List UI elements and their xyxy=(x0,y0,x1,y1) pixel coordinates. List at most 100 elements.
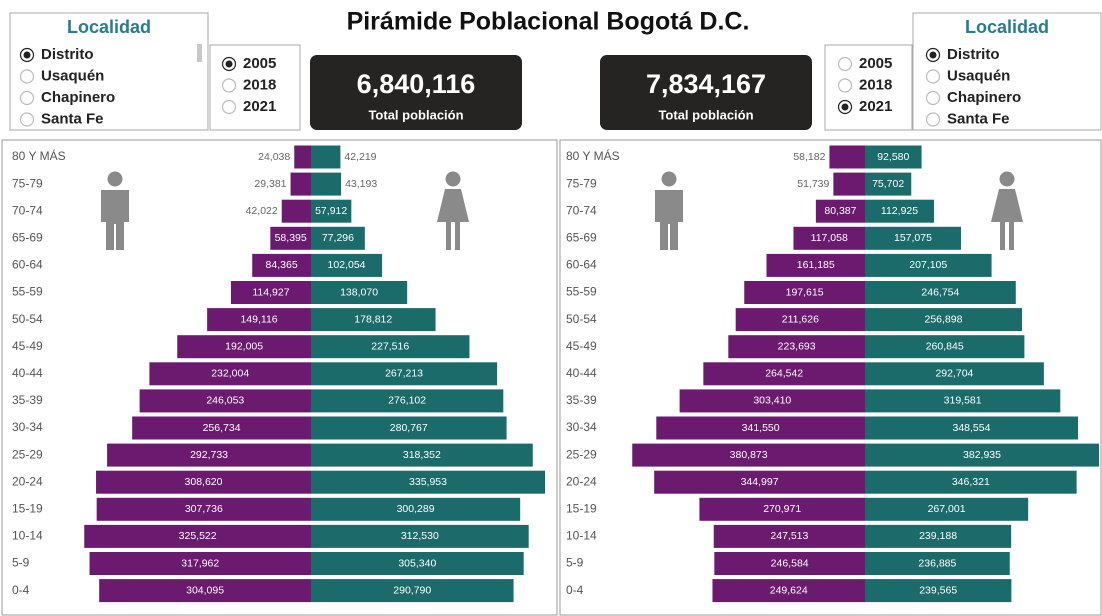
value-label: 24,038 xyxy=(258,151,290,163)
person-icon-head xyxy=(445,171,461,187)
person-icon-head xyxy=(107,171,123,187)
bar xyxy=(311,579,514,603)
kpi-card xyxy=(600,55,812,130)
filter-option[interactable]: Distrito xyxy=(947,46,1000,63)
bar xyxy=(865,552,1010,575)
value-label: 325,522 xyxy=(179,530,217,542)
value-label: 51,739 xyxy=(797,178,829,190)
bar xyxy=(703,362,865,386)
value-label: 114,927 xyxy=(252,286,289,298)
bar xyxy=(294,145,311,169)
radio-button[interactable] xyxy=(19,112,35,127)
value-label: 236,885 xyxy=(918,557,956,569)
year-option[interactable]: 2005 xyxy=(243,55,276,72)
bar xyxy=(311,335,470,359)
bar xyxy=(311,226,365,250)
filter-option[interactable]: Chapinero xyxy=(41,89,115,106)
category-label: 70-74 xyxy=(566,203,597,217)
value-label: 178,812 xyxy=(354,313,392,325)
category-label: 10-14 xyxy=(12,529,43,543)
bar xyxy=(865,253,992,277)
kpi-value: 7,834,167 xyxy=(646,69,766,99)
value-label: 267,001 xyxy=(928,503,966,515)
value-label: 335,953 xyxy=(409,476,447,488)
radio-button[interactable] xyxy=(19,90,35,106)
bar xyxy=(744,281,865,304)
radio-button[interactable] xyxy=(925,69,941,84)
bar xyxy=(865,579,1012,603)
value-label: 58,182 xyxy=(793,151,825,163)
category-label: 65-69 xyxy=(566,230,597,244)
value-label: 117,058 xyxy=(811,232,848,244)
radio-button[interactable] xyxy=(837,78,853,93)
bar xyxy=(865,199,935,223)
year-option[interactable]: 2018 xyxy=(243,76,276,93)
filter-option[interactable]: Distrito xyxy=(41,46,94,63)
bar xyxy=(728,335,865,359)
value-label: 42,022 xyxy=(246,205,278,217)
radio-button[interactable] xyxy=(837,56,853,72)
value-label: 92,580 xyxy=(877,151,909,163)
person-icon-head xyxy=(661,171,677,187)
radio-button[interactable] xyxy=(19,69,35,84)
value-label: 312,530 xyxy=(401,530,439,542)
radio-button[interactable] xyxy=(925,112,941,127)
value-label: 102,054 xyxy=(328,259,366,271)
value-label: 300,289 xyxy=(397,503,435,515)
localidad-filter xyxy=(9,12,209,131)
filter-option[interactable]: Santa Fe xyxy=(41,110,104,127)
panel-right xyxy=(559,139,1102,616)
category-label: 55-59 xyxy=(566,285,597,299)
bar xyxy=(865,470,1077,494)
value-label: 267,213 xyxy=(385,368,423,380)
bar xyxy=(281,199,311,223)
value-label: 232,004 xyxy=(211,368,249,380)
value-label: 192,005 xyxy=(225,340,263,352)
radio-button[interactable] xyxy=(221,99,237,115)
radio-button[interactable] xyxy=(925,90,941,106)
bar xyxy=(311,199,352,223)
value-label: 318,352 xyxy=(403,449,441,461)
filter-option[interactable]: Usaquén xyxy=(947,67,1010,84)
value-label: 29,381 xyxy=(254,178,286,190)
bar xyxy=(270,226,311,250)
value-label: 161,185 xyxy=(797,259,835,271)
bar xyxy=(311,552,524,575)
bar xyxy=(311,253,383,277)
category-label: 40-44 xyxy=(566,366,597,380)
filter-option[interactable]: Chapinero xyxy=(947,89,1021,106)
bar xyxy=(89,552,312,575)
category-label: 15-19 xyxy=(12,501,43,515)
value-label: 43,193 xyxy=(345,178,377,190)
value-label: 280,767 xyxy=(390,422,428,434)
category-label: 20-24 xyxy=(566,474,597,488)
value-label: 290,790 xyxy=(393,584,431,596)
bar xyxy=(311,524,529,548)
category-label: 80 Y MÁS xyxy=(566,148,620,163)
bar xyxy=(865,308,1022,332)
radio-dot xyxy=(929,51,937,59)
category-label: 5-9 xyxy=(566,556,584,570)
filter-option[interactable]: Santa Fe xyxy=(947,110,1010,127)
category-label: 45-49 xyxy=(12,339,43,353)
category-label: 75-79 xyxy=(12,176,43,190)
bar xyxy=(865,281,1016,304)
bar xyxy=(793,226,865,250)
year-option[interactable]: 2021 xyxy=(243,98,276,115)
page-title: Pirámide Poblacional Bogotá D.C. xyxy=(347,8,750,36)
bar xyxy=(311,443,533,467)
value-label: 227,516 xyxy=(371,340,409,352)
year-option[interactable]: 2018 xyxy=(859,76,892,93)
filter-option[interactable]: Usaquén xyxy=(41,67,104,84)
bar xyxy=(865,226,961,250)
radio-button[interactable] xyxy=(221,78,237,93)
year-option[interactable]: 2005 xyxy=(859,55,892,72)
bar xyxy=(654,470,865,494)
category-label: 45-49 xyxy=(566,339,597,353)
category-label: 60-64 xyxy=(12,258,43,272)
bar xyxy=(713,524,865,548)
value-label: 58,395 xyxy=(275,232,307,244)
year-option[interactable]: 2021 xyxy=(859,98,892,115)
value-label: 211,626 xyxy=(782,313,819,325)
